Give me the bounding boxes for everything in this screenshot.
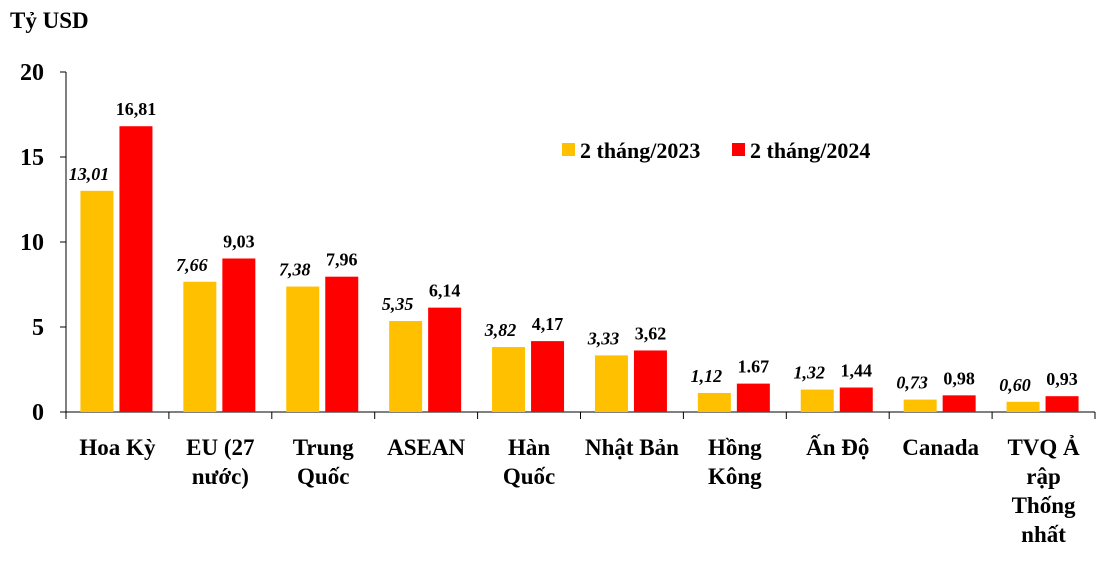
bar: [389, 321, 423, 412]
bar: [428, 307, 462, 412]
x-tick-label: Thống: [1012, 493, 1076, 518]
bar: [839, 387, 873, 412]
data-label: 1,32: [794, 363, 826, 383]
y-tick-label: 5: [32, 315, 44, 341]
bar: [80, 190, 114, 412]
data-label: 4,17: [532, 314, 564, 334]
data-label: 13,01: [69, 164, 110, 184]
y-tick-label: 15: [20, 145, 44, 171]
data-label: 0,93: [1046, 369, 1078, 389]
bar: [325, 276, 359, 412]
bar: [697, 392, 731, 412]
x-tick-label: Hàn: [508, 435, 550, 460]
legend-swatch: [562, 143, 575, 156]
x-axis-labels: Hoa Kỳ EU (27 nước) Trung Quốc ASEAN Hàn Quốc Nh…: [79, 434, 1080, 547]
x-tick-label: ASEAN: [387, 435, 465, 460]
legend-label: 2 tháng/2024: [750, 138, 870, 163]
bar: [183, 281, 217, 412]
x-tick-label: nhất: [1021, 522, 1066, 547]
x-tick-label: Nhật Bản: [585, 435, 679, 460]
y-axis-ticks: 0 5 10 15 20: [20, 60, 66, 426]
x-tick-label: Ấn Độ: [806, 434, 869, 460]
y-tick-label: 20: [20, 60, 44, 86]
data-label: 7,38: [279, 260, 311, 280]
bar: [531, 341, 565, 412]
bar: [594, 355, 628, 412]
data-label: 1.67: [738, 357, 770, 377]
axes: [65, 72, 1096, 419]
bar: [1006, 401, 1040, 412]
y-tick-label: 10: [20, 230, 44, 256]
x-tick-label: Quốc: [297, 464, 349, 489]
data-label: 0,98: [943, 368, 975, 388]
data-label: 3,82: [484, 320, 517, 340]
legend-swatch: [732, 143, 745, 156]
x-tick-label: rập: [1026, 464, 1061, 489]
bar: [492, 347, 526, 412]
bar: [1045, 396, 1079, 412]
x-tick-label: Quốc: [503, 464, 555, 489]
x-tick-label: Hoa Kỳ: [79, 435, 156, 460]
data-label: 3,33: [587, 328, 620, 348]
data-label: 9,03: [223, 231, 255, 251]
x-tick-label: Hồng: [708, 435, 762, 460]
data-labels: 13,01 16,81 7,66 9,03 7,38 7,96 5,35 6,14 3,82 4,…: [69, 99, 1078, 395]
data-label: 16,81: [116, 99, 157, 119]
x-tick-label: Canada: [902, 435, 979, 460]
legend: 2 tháng/2023 2 tháng/2024: [562, 138, 870, 163]
data-label: 7,66: [176, 255, 208, 275]
bar: [222, 258, 256, 412]
bars: [80, 126, 1079, 412]
legend-label: 2 tháng/2023: [580, 138, 700, 163]
bar: [736, 383, 770, 412]
bar: [119, 126, 153, 412]
data-label: 0,73: [896, 373, 928, 393]
data-label: 6,14: [429, 281, 461, 301]
bar: [903, 399, 937, 412]
x-tick-label: Kông: [708, 464, 762, 489]
x-tick-label: nước): [192, 464, 249, 489]
x-tick-label: Trung: [293, 435, 354, 460]
bar: [942, 395, 976, 412]
x-tick-label: EU (27: [186, 435, 254, 460]
data-label: 5,35: [382, 294, 414, 314]
data-label: 7,96: [326, 250, 358, 270]
data-label: 3,62: [635, 323, 667, 343]
y-tick-label: 0: [32, 400, 44, 426]
y-axis-title: Tỷ USD: [10, 8, 89, 33]
data-label: 1,12: [691, 366, 723, 386]
data-label: 1,44: [841, 361, 873, 381]
data-label: 0,60: [999, 375, 1031, 395]
bar: [800, 389, 834, 412]
bar: [286, 286, 320, 412]
bar: [633, 350, 667, 412]
x-tick-label: TVQ Ả: [1007, 435, 1080, 460]
